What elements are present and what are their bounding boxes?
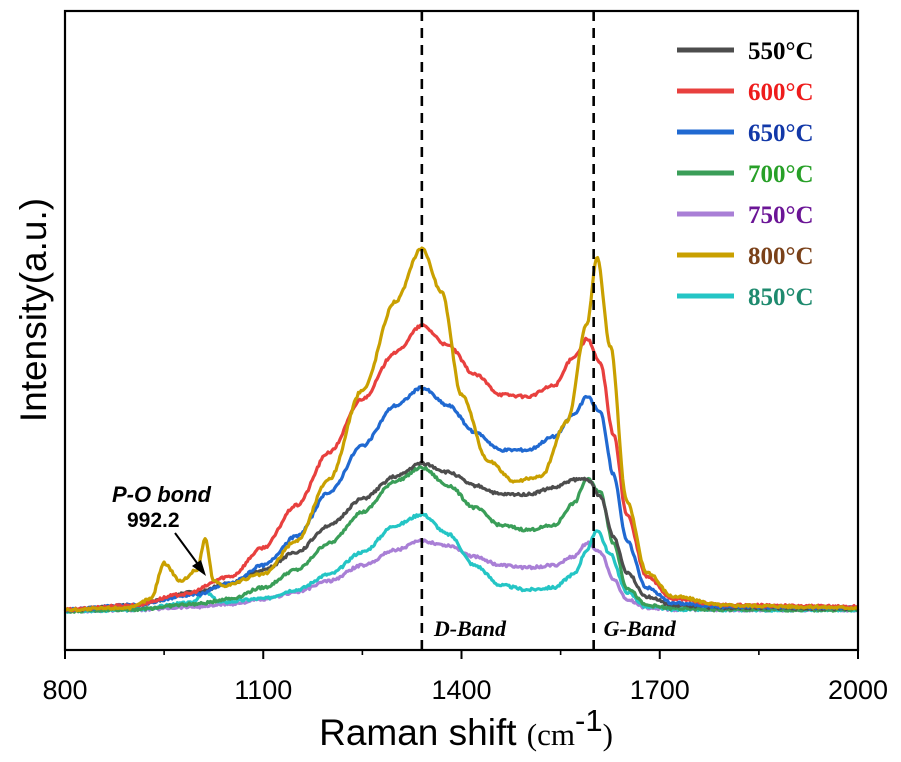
x-axis-unit-exponent: -1 bbox=[575, 703, 603, 738]
legend-label: 700°C bbox=[748, 161, 814, 188]
x-tick-label-2000: 2000 bbox=[828, 675, 888, 705]
po-bond-label: P-O bond bbox=[112, 482, 212, 507]
series-line-850c bbox=[64, 512, 860, 614]
legend-entry-600c: 600°C bbox=[677, 79, 814, 106]
po-bond-value: 992.2 bbox=[127, 509, 180, 532]
legend-entry-650c: 650°C bbox=[677, 120, 814, 147]
legend-label: 750°C bbox=[748, 202, 814, 229]
series-line-800c bbox=[64, 246, 859, 613]
legend-entry-700c: 700°C bbox=[677, 161, 814, 188]
x-tick-label-1100: 1100 bbox=[234, 675, 292, 705]
x-axis-ticks: 800 1100 1400 1700 2000 bbox=[42, 650, 888, 705]
series-layer bbox=[63, 246, 860, 614]
series-line-600c bbox=[63, 323, 859, 613]
x-axis-title: Raman shift (cm-1) bbox=[319, 703, 613, 753]
x-tick-label-800: 800 bbox=[42, 675, 87, 705]
x-tick-label-1700: 1700 bbox=[630, 675, 690, 705]
x-axis-unit-close: ) bbox=[603, 717, 613, 752]
x-axis-label: Raman shift bbox=[319, 712, 517, 753]
plot-frame bbox=[63, 9, 860, 652]
legend-entry-550c: 550°C bbox=[677, 38, 814, 65]
legend-entry-850c: 850°C bbox=[677, 284, 814, 311]
legend-entry-750c: 750°C bbox=[677, 202, 814, 229]
legend-entry-800c: 800°C bbox=[677, 243, 814, 270]
legend-label: 850°C bbox=[748, 284, 814, 311]
legend-label: 650°C bbox=[748, 120, 814, 147]
svg-text:Raman shift (cm-1): Raman shift (cm-1) bbox=[319, 703, 613, 753]
d-band-label: D-Band bbox=[433, 616, 507, 641]
reference-lines bbox=[420, 11, 595, 650]
y-axis-label: Intensity(a.u.) bbox=[13, 198, 54, 422]
legend-label: 600°C bbox=[748, 79, 814, 106]
po-bond-arrow-line bbox=[174, 532, 201, 568]
series-line-650c bbox=[63, 385, 859, 613]
po-bond-arrowhead-icon bbox=[192, 560, 206, 576]
legend-label: 550°C bbox=[748, 38, 814, 65]
x-tick-label-1400: 1400 bbox=[431, 675, 491, 705]
legend-label: 800°C bbox=[748, 243, 814, 270]
g-band-label: G-Band bbox=[604, 616, 677, 641]
legend: 550°C 600°C 650°C 700°C 750°C 800°C 850°C bbox=[677, 38, 814, 311]
x-axis-unit: (cm bbox=[527, 717, 575, 752]
